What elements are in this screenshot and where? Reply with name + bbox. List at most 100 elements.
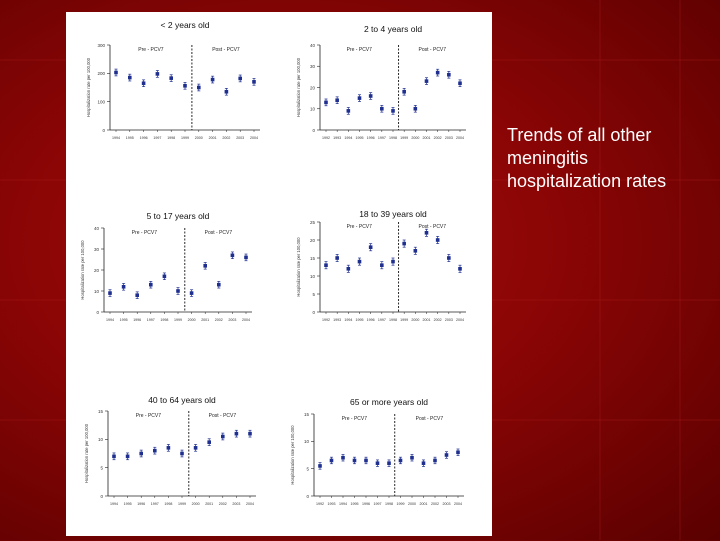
data-point: [183, 84, 187, 88]
x-tick-label: 1994: [110, 502, 118, 506]
x-tick-label: 1995: [356, 136, 364, 140]
chart-title: < 2 years old: [161, 20, 210, 30]
x-tick-label: 2001: [205, 502, 213, 506]
chart-title: 2 to 4 years old: [364, 24, 422, 34]
x-tick-label: 1997: [147, 318, 155, 322]
x-tick-label: 1994: [339, 502, 347, 506]
y-tick-label: 40: [310, 43, 316, 48]
x-tick-label: 1995: [126, 136, 134, 140]
y-axis-label: Hospitalization rate per 100,000: [296, 57, 301, 117]
data-point: [217, 282, 221, 287]
x-tick-label: 1993: [333, 318, 341, 322]
y-tick-label: 20: [310, 85, 316, 90]
x-tick-label: 1998: [160, 318, 168, 322]
x-tick-label: 1994: [344, 136, 352, 140]
data-point: [421, 461, 426, 465]
x-tick-label: 2002: [434, 318, 442, 322]
data-point: [458, 267, 462, 271]
data-point: [352, 458, 357, 463]
x-tick-label: 1995: [356, 318, 364, 322]
data-point: [391, 109, 395, 113]
x-tick-label: 1996: [137, 502, 145, 506]
data-point: [458, 81, 462, 86]
x-tick-label: 1998: [164, 502, 172, 506]
data-point: [221, 434, 225, 439]
y-tick-label: 15: [98, 409, 104, 414]
x-tick-label: 1999: [397, 502, 405, 506]
data-point: [380, 106, 384, 111]
data-point: [193, 446, 198, 450]
data-point: [424, 231, 429, 235]
data-point: [387, 461, 391, 465]
post-pcv7-label: Post - PCV7: [209, 413, 237, 419]
data-point: [324, 100, 328, 105]
data-point: [424, 79, 429, 83]
data-point: [402, 89, 406, 94]
data-point: [135, 293, 139, 297]
chart-5: 40 to 64 years old 0 5 10 15 Hospitalization …: [84, 395, 256, 506]
y-axis-label: Hospitalization rate per 100,000: [296, 237, 301, 297]
post-pcv7-label: Post - PCV7: [205, 230, 233, 236]
data-point: [114, 70, 118, 75]
y-tick-label: 10: [304, 439, 310, 444]
x-tick-label: 2000: [411, 318, 419, 322]
x-tick-label: 2003: [443, 502, 451, 506]
chart-title: 18 to 39 years old: [359, 209, 427, 219]
data-point: [252, 80, 256, 84]
y-tick-label: 20: [94, 268, 100, 273]
data-point: [224, 89, 229, 94]
x-tick-label: 2004: [250, 136, 258, 140]
y-tick-label: 10: [310, 107, 316, 112]
data-point: [346, 109, 351, 113]
data-point: [391, 259, 395, 264]
data-point: [410, 455, 414, 460]
chart-3: 5 to 17 years old 0 10 20 30 40 Hospitalizatio…: [80, 211, 252, 322]
data-point: [413, 249, 418, 253]
y-tick-label: 0: [96, 310, 99, 315]
x-tick-label: 2001: [201, 318, 209, 322]
data-point: [169, 76, 173, 80]
data-point: [121, 285, 126, 289]
x-tick-label: 1997: [374, 502, 382, 506]
data-point: [248, 431, 252, 436]
data-point: [162, 274, 167, 279]
data-point: [329, 458, 334, 463]
y-tick-label: 15: [310, 256, 316, 261]
data-point: [155, 72, 160, 76]
data-point: [435, 238, 440, 242]
data-point: [413, 106, 418, 111]
x-tick-label: 2002: [431, 502, 439, 506]
x-tick-label: 1994: [112, 136, 120, 140]
x-tick-label: 1999: [400, 136, 408, 140]
x-tick-label: 2004: [454, 502, 462, 506]
x-tick-label: 1996: [367, 318, 375, 322]
x-tick-label: 1999: [178, 502, 186, 506]
x-tick-label: 1998: [385, 502, 393, 506]
y-tick-label: 25: [310, 220, 316, 225]
y-tick-label: 5: [306, 466, 309, 471]
data-point: [203, 264, 207, 268]
data-point: [402, 241, 406, 246]
x-tick-label: 2003: [445, 136, 453, 140]
data-point: [112, 454, 116, 459]
y-tick-label: 0: [100, 494, 103, 499]
pre-pcv7-label: Pre - PCV7: [347, 47, 373, 53]
y-tick-label: 0: [306, 494, 309, 499]
post-pcv7-label: Post - PCV7: [419, 47, 447, 53]
x-tick-label: 1997: [153, 136, 161, 140]
data-point: [318, 464, 322, 468]
y-tick-label: 30: [310, 64, 316, 69]
x-tick-label: 1999: [181, 136, 189, 140]
y-tick-label: 10: [310, 274, 316, 279]
data-point: [197, 85, 201, 90]
data-point: [180, 451, 184, 456]
x-tick-label: 2002: [222, 136, 230, 140]
y-tick-label: 0: [312, 128, 315, 133]
post-pcv7-label: Post - PCV7: [419, 224, 447, 230]
y-axis-label: Hospitalization rate per 100,000: [290, 425, 295, 485]
x-tick-label: 2004: [456, 136, 464, 140]
data-point: [207, 440, 211, 444]
data-point: [230, 253, 235, 258]
x-tick-label: 2000: [188, 318, 196, 322]
y-tick-label: 20: [310, 238, 316, 243]
